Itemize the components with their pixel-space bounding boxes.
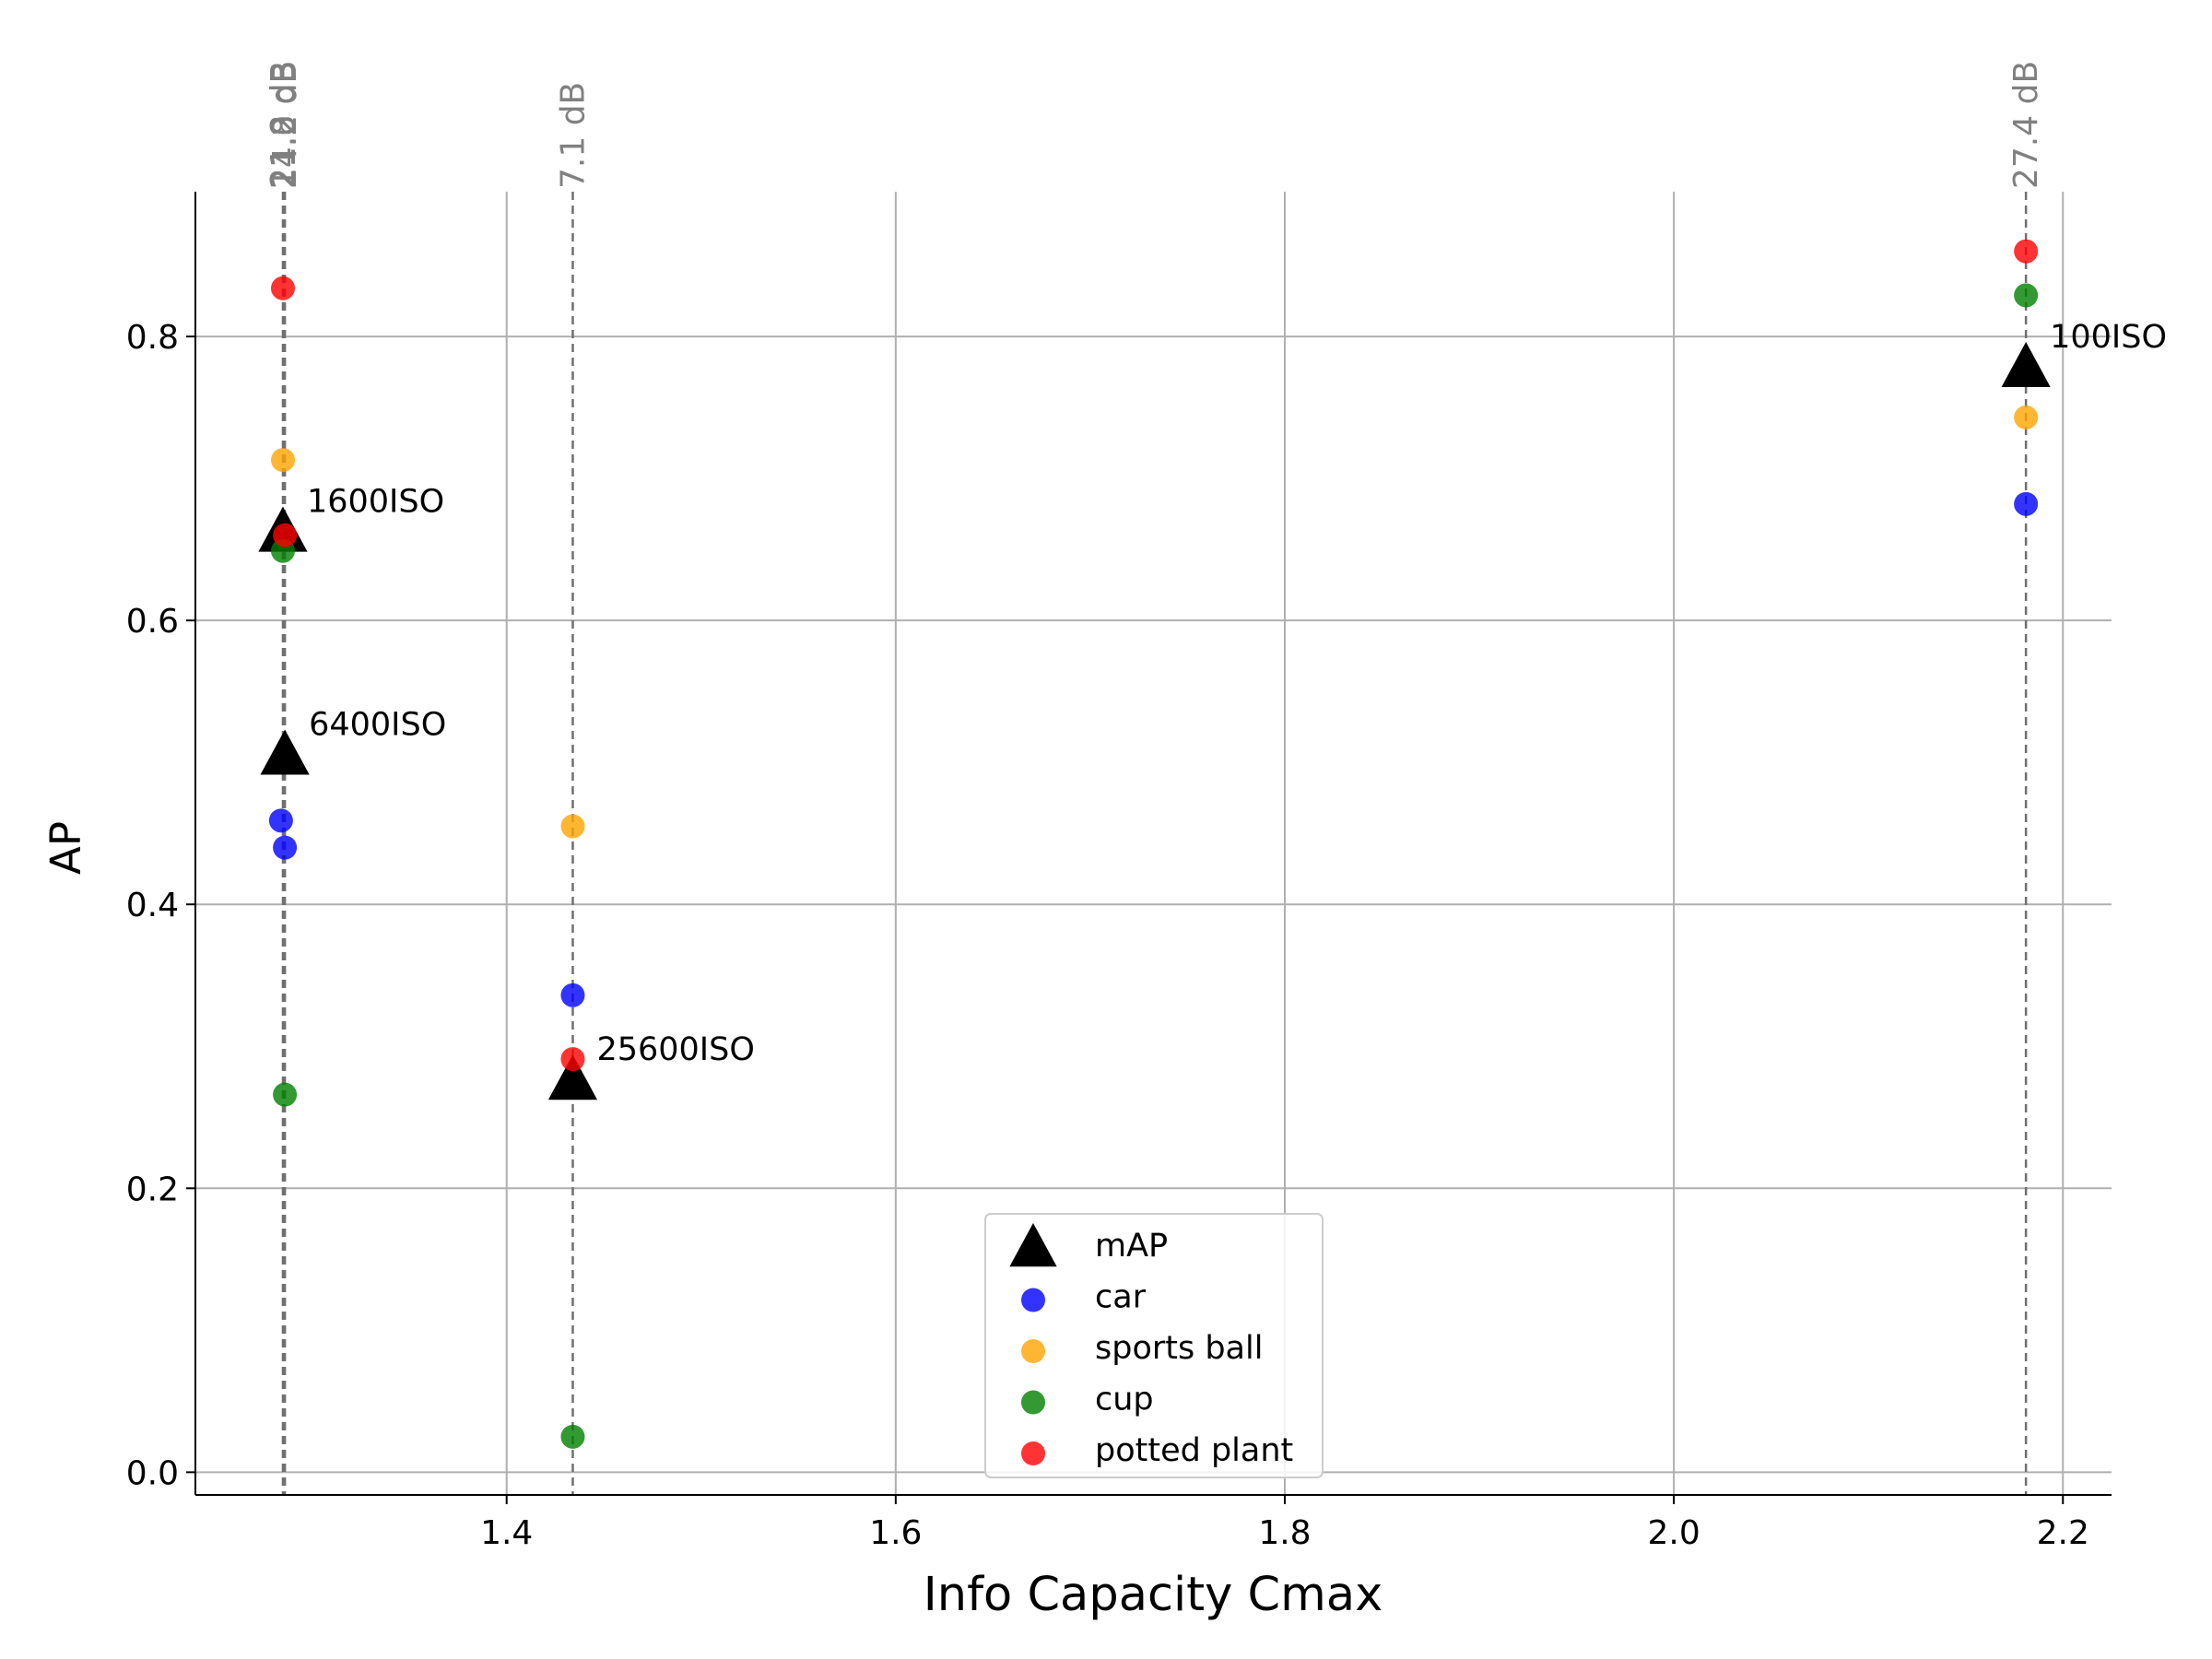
data-point-car [268, 808, 293, 833]
data-point-car [273, 835, 298, 860]
y-tick-label: 0.2 [126, 1171, 179, 1208]
y-tick-label: 0.0 [126, 1454, 179, 1492]
data-point-sports-ball [270, 448, 295, 473]
reference-line-label: 7.1 dB [554, 82, 592, 189]
map-marker [547, 1054, 598, 1100]
legend-marker [1021, 1339, 1045, 1363]
reference-line-label: 27.4 dB [2007, 61, 2045, 189]
iso-annotation: 6400ISO [309, 707, 446, 744]
x-tick-label: 2.2 [2037, 1514, 2089, 1552]
data-point-potted-plant [560, 1047, 585, 1072]
iso-annotation: 100ISO [2050, 319, 2167, 356]
y-tick-label: 0.6 [126, 603, 179, 641]
y-tick-label: 0.4 [126, 887, 179, 924]
data-point-cup [2014, 283, 2039, 308]
data-point-car [2014, 491, 2039, 516]
reference-line-label: 24.2 dB [266, 61, 304, 189]
data-points [258, 239, 2051, 1449]
x-tick-label: 1.6 [869, 1514, 922, 1552]
data-point-potted-plant [270, 276, 295, 300]
point-annotations: 1600ISO 6400ISO 25600ISO 100ISO [307, 319, 2167, 1068]
reference-line-label: 11.0 dB [265, 61, 303, 189]
map-marker [2001, 341, 2051, 387]
legend-label: cup [1095, 1382, 1154, 1418]
data-point-potted-plant [273, 523, 298, 547]
legend-label: sports ball [1095, 1330, 1263, 1367]
x-tick-label: 1.8 [1258, 1514, 1311, 1552]
reference-line-label: 21.8 dB [265, 61, 302, 189]
x-tick-label: 1.4 [480, 1514, 533, 1552]
axes [194, 192, 2112, 1496]
data-point-potted-plant [2014, 239, 2039, 264]
x-axis-label: Info Capacity Cmax [924, 1568, 1383, 1622]
legend-marker [1021, 1390, 1045, 1415]
x-tick-label: 2.0 [1647, 1514, 1700, 1552]
y-tick-label: 0.8 [126, 319, 179, 357]
legend-label: potted plant [1095, 1432, 1293, 1469]
legend-marker [1021, 1288, 1045, 1312]
legend-label: mAP [1095, 1228, 1168, 1265]
iso-annotation: 25600ISO [596, 1031, 754, 1068]
y-ticks: 0.0 0.2 0.4 0.6 0.8 [126, 319, 195, 1492]
data-point-sports-ball [560, 814, 585, 839]
y-axis-label: AP [41, 821, 90, 875]
data-point-cup [560, 1424, 585, 1449]
data-point-sports-ball [2014, 405, 2039, 429]
legend-frame [984, 1213, 1324, 1478]
legend-marker [1009, 1223, 1057, 1267]
data-point-car [560, 982, 585, 1007]
data-point-cup [273, 1082, 298, 1107]
iso-annotation: 1600ISO [307, 484, 444, 521]
legend-marker [1021, 1441, 1045, 1465]
map-marker [260, 729, 310, 775]
legend-label: car [1095, 1279, 1147, 1316]
legend: mAP car sports ball cup potted plant [984, 1213, 1324, 1478]
x-ticks: 1.4 1.6 1.8 2.0 2.2 [480, 1495, 2089, 1552]
